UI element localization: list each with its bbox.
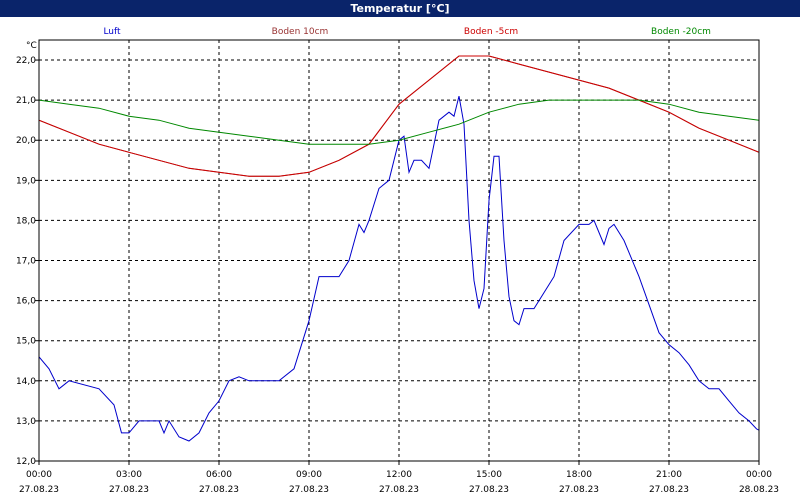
legend-entry: Boden -5cm	[464, 27, 518, 37]
x-tick-date: 27.08.23	[379, 485, 419, 495]
x-tick-time: 21:00	[656, 470, 682, 480]
x-tick-time: 15:00	[476, 470, 502, 480]
y-tick-label: 12,0	[16, 457, 36, 467]
x-tick-time: 12:00	[386, 470, 412, 480]
y-tick-label: 21,0	[16, 96, 36, 106]
x-tick-time: 18:00	[566, 470, 592, 480]
y-tick-label: 20,0	[16, 136, 36, 146]
series-line-boden-20cm	[39, 99, 759, 145]
x-tick-time: 06:00	[206, 470, 232, 480]
legend: Luft Boden 10cm Boden -5cm Boden -20cm	[103, 27, 711, 37]
series-line-luft	[39, 95, 759, 442]
x-tick-date: 27.08.23	[289, 485, 329, 495]
x-tick-date: 27.08.23	[109, 485, 149, 495]
x-tick-date: 27.08.23	[559, 485, 599, 495]
x-tick-date: 28.08.23	[739, 485, 779, 495]
y-tick-label: 14,0	[16, 377, 36, 387]
y-axis: 12,0 13,0 14,0 15,0 16,0 17,0 18,0 19,0 20,0 21,0…	[16, 56, 39, 467]
x-tick-date: 27.08.23	[649, 485, 689, 495]
window-title: Temperatur [°C]	[0, 0, 800, 17]
y-tick-label: 13,0	[16, 417, 36, 427]
y-tick-label: 16,0	[16, 297, 36, 307]
series-line-boden-5cm	[39, 55, 759, 177]
series-layer	[39, 55, 759, 442]
x-tick-date: 27.08.23	[469, 485, 509, 495]
y-tick-label: 18,0	[16, 216, 36, 226]
y-tick-label: 17,0	[16, 257, 36, 267]
x-tick-time: 09:00	[296, 470, 322, 480]
y-tick-label: 22,0	[16, 56, 36, 66]
x-tick-date: 27.08.23	[19, 485, 59, 495]
x-tick-time: 03:00	[116, 470, 142, 480]
y-unit-label: °C	[26, 41, 37, 51]
legend-entry: Boden 10cm	[272, 27, 329, 37]
y-tick-label: 19,0	[16, 176, 36, 186]
x-axis: 00:00 27.08.23 03:00 27.08.23 06:00 27.08.23 0…	[19, 461, 779, 495]
legend-entry: Luft	[103, 27, 121, 37]
legend-entry: Boden -20cm	[651, 27, 711, 37]
x-tick-time: 00:00	[26, 470, 52, 480]
y-tick-label: 15,0	[16, 337, 36, 347]
x-tick-time: 00:00	[746, 470, 772, 480]
x-tick-date: 27.08.23	[199, 485, 239, 495]
grid	[39, 40, 759, 461]
